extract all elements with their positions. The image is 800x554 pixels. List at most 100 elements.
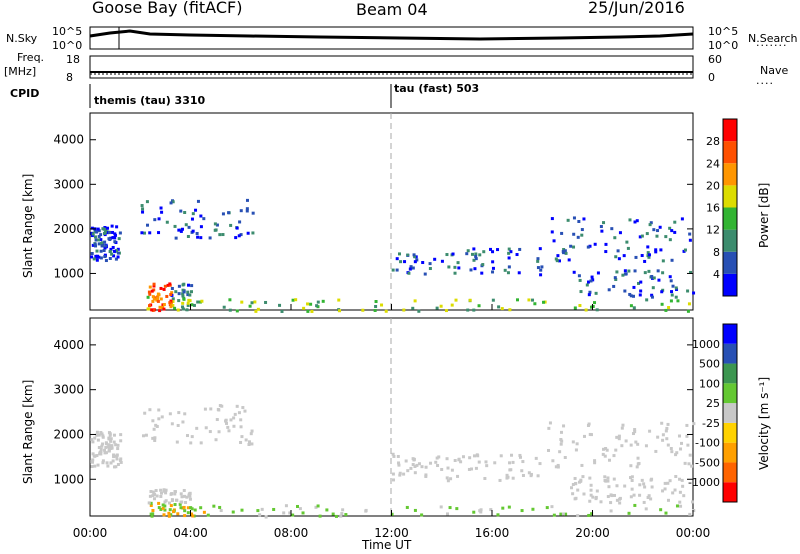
velocity-data-cell [185, 495, 189, 499]
power-data-cell [675, 287, 679, 291]
power-data-cell [95, 249, 99, 253]
power-data-cell [572, 245, 576, 249]
velocity-data-cell [391, 472, 395, 476]
velocity-data-cell [496, 513, 500, 517]
velocity-data-cell [629, 495, 633, 499]
velocity-colorbar-tick: -500 [695, 456, 720, 469]
power-data-cell [588, 244, 592, 248]
power-data-cell [189, 290, 193, 294]
power-data-cell [491, 298, 495, 302]
power-data-cell [664, 235, 668, 239]
velocity-data-cell [617, 434, 621, 438]
velocity-data-cell [445, 512, 449, 516]
velocity-data-cell [571, 492, 575, 496]
velocity-data-cell [104, 441, 108, 445]
velocity-data-cell [663, 487, 667, 491]
velocity-colorbar-tick: 1000 [692, 338, 720, 351]
power-data-cell [373, 308, 377, 312]
power-data-cell [100, 241, 104, 245]
velocity-data-cell [558, 450, 562, 454]
velocity-data-cell [237, 411, 241, 415]
velocity-data-cell [630, 487, 634, 491]
power-data-cell [560, 231, 564, 235]
velocity-data-cell [615, 498, 619, 502]
power-data-cell [489, 247, 493, 251]
velocity-data-cell [157, 408, 161, 412]
velocity-data-cell [90, 459, 94, 463]
power-data-cell [576, 235, 580, 239]
velocity-data-cell [96, 463, 100, 467]
velocity-data-cell [475, 453, 479, 457]
power-data-cell [168, 301, 172, 305]
power-data-cell [580, 233, 584, 237]
velocity-data-cell [163, 504, 167, 508]
velocity-data-cell [96, 438, 100, 442]
power-data-cell [509, 250, 513, 254]
velocity-data-cell [588, 499, 592, 503]
velocity-data-cell [199, 441, 203, 445]
velocity-data-cell [675, 504, 679, 508]
power-data-cell [596, 271, 600, 275]
power-data-cell [174, 236, 178, 240]
velocity-data-cell [508, 461, 512, 465]
velocity-data-cell [164, 491, 168, 495]
nsearch-dots: ······· [756, 39, 788, 52]
power-colorbar-swatch [723, 141, 737, 164]
velocity-data-cell [571, 482, 575, 486]
power-data-cell [481, 263, 485, 267]
velocity-data-cell [183, 514, 187, 518]
nave-dots: ···· [756, 77, 774, 90]
velocity-data-cell [173, 492, 177, 496]
power-data-cell [238, 220, 242, 224]
velocity-data-cell [627, 511, 631, 515]
velocity-ytick-label: 4000 [53, 338, 84, 352]
velocity-data-cell [112, 440, 116, 444]
velocity-data-cell [232, 424, 236, 428]
power-data-cell [173, 224, 177, 228]
velocity-data-cell [477, 460, 481, 464]
power-data-cell [162, 307, 166, 311]
velocity-data-cell [581, 475, 585, 479]
power-data-cell [651, 276, 655, 280]
x-tick-label: 08:00 [274, 526, 309, 540]
velocity-data-cell [391, 452, 395, 456]
power-data-cell [536, 266, 540, 270]
velocity-data-cell [218, 505, 222, 509]
power-data-cell [187, 225, 191, 229]
power-data-cell [148, 231, 152, 235]
power-panel: 1000 2000 3000 4000 4 8 12 16 20 24 28 [53, 112, 738, 313]
power-data-cell [93, 242, 97, 246]
power-data-cell [199, 236, 203, 240]
nsky-panel [89, 26, 694, 50]
velocity-data-cell [103, 448, 107, 452]
velocity-data-cell [391, 478, 395, 482]
power-data-cell [374, 304, 378, 308]
velocity-ytick-label: 2000 [53, 427, 84, 441]
velocity-data-cell [630, 475, 634, 479]
power-data-cell [639, 280, 643, 284]
freq-panel [89, 55, 694, 79]
velocity-data-cell [250, 429, 254, 433]
power-data-cell [102, 248, 106, 252]
velocity-data-cell [685, 434, 689, 438]
velocity-data-cell [411, 463, 415, 467]
power-data-cell [171, 200, 175, 204]
velocity-data-cell [112, 453, 116, 457]
velocity-data-cell [180, 495, 184, 499]
power-data-cell [147, 307, 151, 311]
power-data-cell [527, 298, 531, 302]
velocity-data-cell [229, 418, 233, 422]
power-data-cell [591, 304, 595, 308]
velocity-data-cell [398, 471, 402, 475]
velocity-data-cell [424, 474, 428, 478]
power-data-cell [403, 260, 407, 264]
velocity-data-cell [679, 447, 683, 451]
velocity-data-cell [163, 508, 167, 512]
power-data-cell [503, 268, 507, 272]
velocity-data-cell [173, 503, 177, 507]
velocity-data-cell [648, 429, 652, 433]
power-data-cell [412, 253, 416, 257]
velocity-data-cell [161, 503, 165, 507]
power-data-cell [102, 227, 106, 231]
velocity-data-cell [157, 501, 161, 505]
